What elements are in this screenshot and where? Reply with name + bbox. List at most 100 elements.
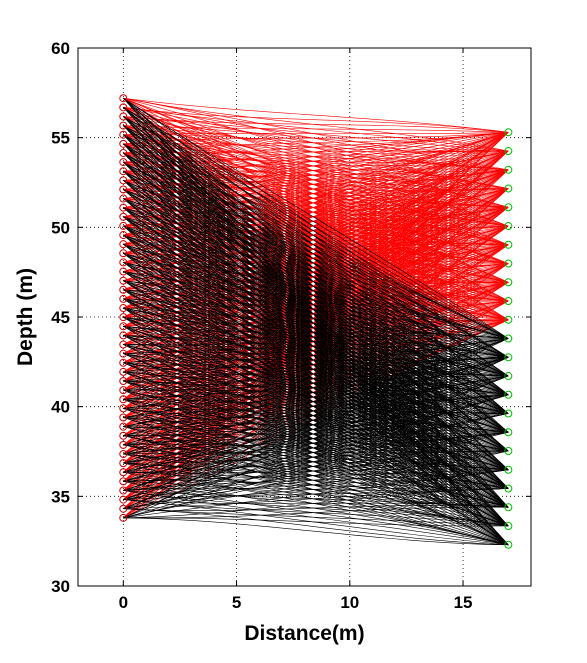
y-tick-label: 30 <box>51 577 70 596</box>
receiver-marker <box>504 147 513 156</box>
ray-path <box>123 107 509 546</box>
ray-path <box>123 152 509 546</box>
ray-path <box>123 216 509 546</box>
source-marker <box>119 267 128 276</box>
ray-path <box>123 107 509 133</box>
ray-path <box>123 481 509 546</box>
marker-layer <box>119 94 513 549</box>
ray-path <box>123 97 509 546</box>
source-marker <box>119 139 128 148</box>
source-marker <box>119 231 128 240</box>
source-marker <box>119 94 128 103</box>
ray-path <box>123 417 509 546</box>
source-marker <box>119 203 128 212</box>
ray-path <box>123 344 509 546</box>
y-tick-label: 50 <box>51 218 70 237</box>
source-marker <box>119 313 128 322</box>
source-marker <box>119 176 128 185</box>
receiver-marker <box>504 128 513 137</box>
source-marker <box>119 413 128 422</box>
source-marker <box>119 367 128 376</box>
source-marker <box>119 304 128 313</box>
ray-path <box>123 316 509 546</box>
source-marker <box>119 422 128 431</box>
source-marker <box>119 440 128 449</box>
ray-path <box>123 243 509 546</box>
receiver-marker <box>504 409 513 418</box>
ray-path <box>123 298 509 546</box>
y-tick-label: 40 <box>51 398 70 417</box>
x-tick-label: 0 <box>119 593 128 612</box>
source-marker <box>119 495 128 504</box>
ray-path <box>123 353 509 546</box>
receiver-marker <box>504 428 513 437</box>
source-marker <box>119 158 128 167</box>
receiver-marker <box>504 315 513 324</box>
ray-path <box>123 490 509 546</box>
source-marker <box>119 249 128 258</box>
source-marker <box>119 294 128 303</box>
source-marker <box>119 185 128 194</box>
receiver-marker <box>504 447 513 456</box>
source-marker <box>119 358 128 367</box>
ray-path <box>123 380 509 546</box>
ray-path <box>123 97 509 152</box>
ray-path <box>123 389 509 546</box>
ray-path <box>123 262 509 546</box>
receiver-marker <box>504 278 513 287</box>
ray-layer <box>123 97 509 546</box>
source-marker <box>119 331 128 340</box>
ray-path <box>123 225 509 546</box>
ray-path <box>123 107 509 264</box>
ray-path <box>123 471 509 546</box>
receiver-marker <box>504 165 513 174</box>
receiver-marker <box>504 297 513 306</box>
ray-path <box>123 180 509 546</box>
source-marker <box>119 212 128 221</box>
tick-layer: 0 5 10 15 30 35 40 45 50 55 60 <box>51 39 531 612</box>
source-marker <box>119 449 128 458</box>
receiver-marker <box>504 334 513 343</box>
y-axis-label: Depth (m) <box>14 268 37 366</box>
x-tick-label: 5 <box>232 593 241 612</box>
source-marker <box>119 130 128 139</box>
receiver-marker <box>504 259 513 268</box>
ray-path <box>123 107 509 527</box>
source-marker <box>119 258 128 267</box>
source-marker <box>119 194 128 203</box>
ray-path <box>123 97 509 264</box>
source-marker <box>119 477 128 486</box>
ray-path <box>123 97 509 171</box>
source-marker <box>119 377 128 386</box>
ray-path <box>123 326 509 546</box>
ray-path <box>123 253 509 546</box>
ray-path <box>123 435 509 546</box>
ray-path <box>123 107 509 489</box>
ray-path <box>123 97 509 414</box>
ray-path <box>123 134 509 546</box>
ray-path <box>123 97 509 358</box>
ray-path <box>123 97 509 189</box>
y-tick-label: 45 <box>51 308 70 327</box>
receiver-marker <box>504 484 513 493</box>
ray-path <box>123 143 509 546</box>
ray-path <box>123 508 509 546</box>
source-marker <box>119 240 128 249</box>
source-marker <box>119 404 128 413</box>
ray-path <box>123 97 509 227</box>
source-marker <box>119 395 128 404</box>
ray-path <box>123 107 509 433</box>
y-tick-label: 60 <box>51 39 70 58</box>
y-tick-label: 55 <box>51 129 70 148</box>
source-marker <box>119 167 128 176</box>
source-marker <box>119 112 128 121</box>
source-marker <box>119 486 128 495</box>
source-marker <box>119 276 128 285</box>
ray-path <box>123 234 509 546</box>
receiver-marker <box>504 222 513 231</box>
receiver-marker <box>504 522 513 531</box>
source-marker <box>119 322 128 331</box>
ray-path <box>123 271 509 546</box>
ray-path <box>123 189 509 546</box>
